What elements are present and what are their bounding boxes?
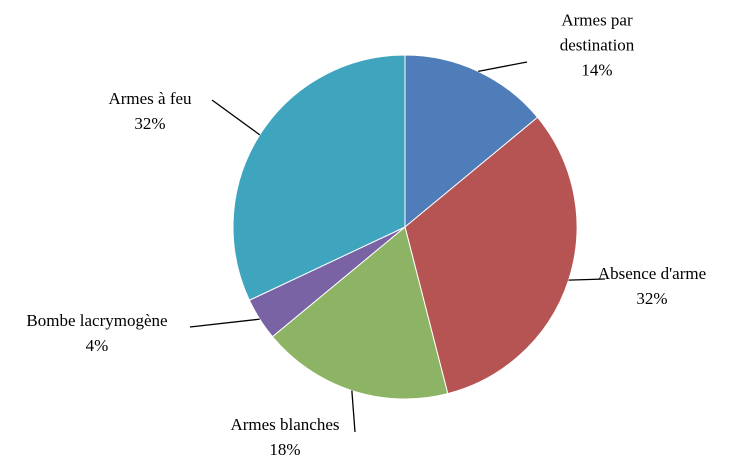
leader-line [189, 318, 260, 328]
leader-line [211, 99, 261, 136]
pie-slice [404, 54, 539, 229]
slice-label: Armes à feu 32% [85, 86, 215, 136]
leader-line [478, 61, 528, 73]
value-label: 4% [85, 336, 109, 355]
value-label: 18% [269, 440, 301, 459]
category-label: Bombe lacrymogène [26, 311, 168, 330]
category-label: Armes blanches [230, 415, 340, 434]
category-label: Absence d'arme [597, 264, 707, 283]
value-label: 32% [636, 289, 668, 308]
leader-line [568, 278, 606, 281]
category-label: Armes par destination [559, 10, 635, 55]
pie-slice [271, 226, 449, 400]
value-label: 32% [134, 114, 166, 133]
slice-label: Armes par destination 14% [542, 8, 652, 83]
category-label: Armes à feu [108, 89, 192, 108]
slice-label: Armes blanches 18% [205, 412, 365, 461]
pie-slice [404, 116, 578, 395]
pie-slice [232, 54, 406, 301]
slice-label: Bombe lacrymogène 4% [2, 308, 192, 358]
value-label: 14% [581, 60, 613, 80]
leader-line [351, 390, 356, 433]
slice-label: Absence d'arme 32% [572, 261, 732, 311]
